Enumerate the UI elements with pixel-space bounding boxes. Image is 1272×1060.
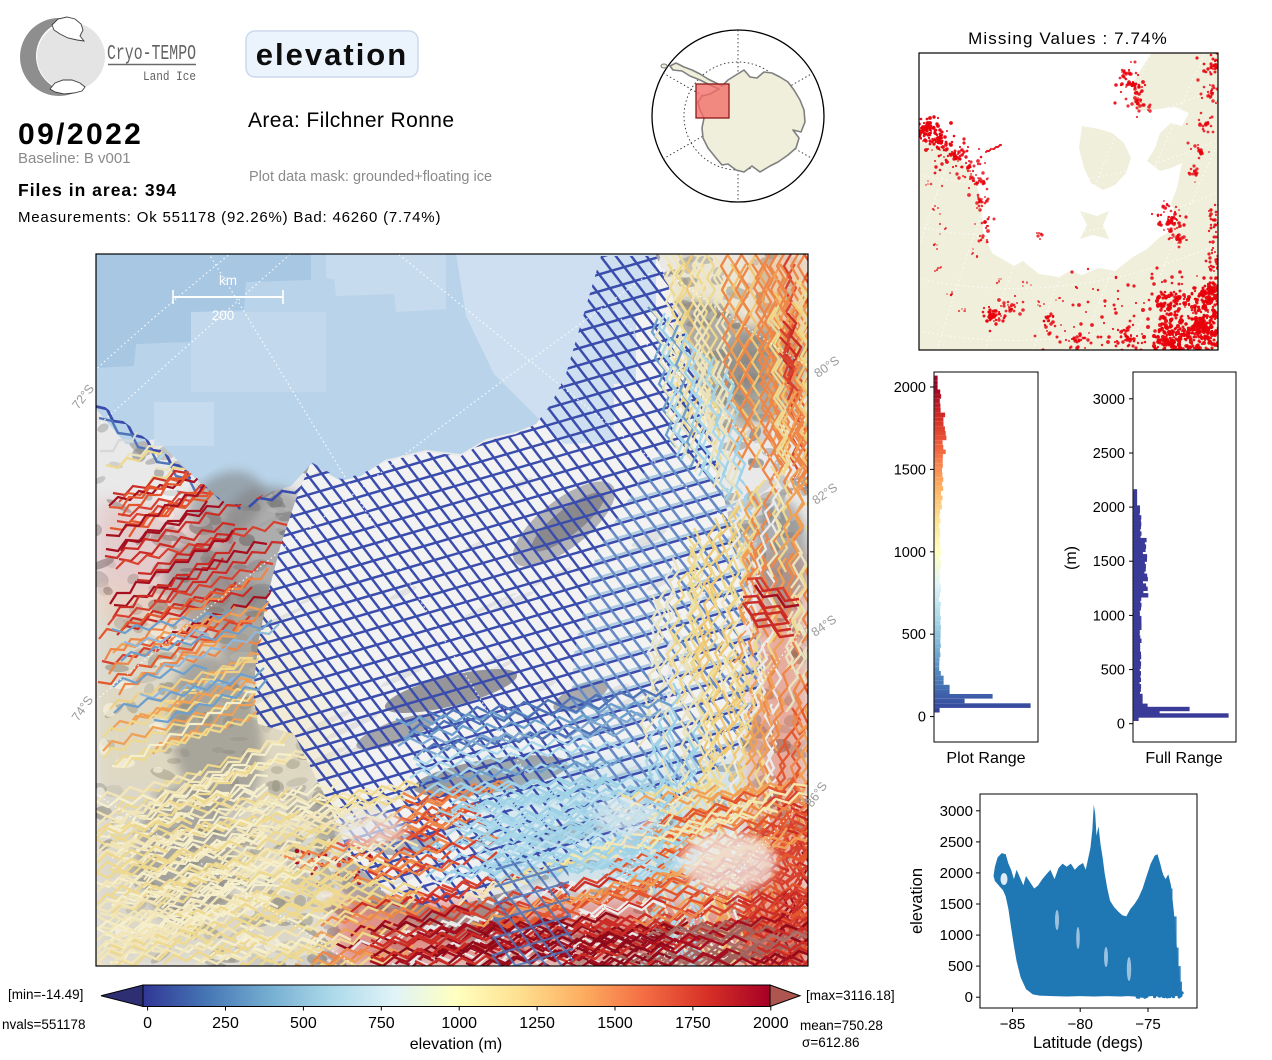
svg-text:0: 0 bbox=[918, 710, 926, 726]
svg-text:−85: −85 bbox=[1000, 1016, 1025, 1033]
svg-text:Baseline: B v001: Baseline: B v001 bbox=[18, 150, 131, 167]
svg-text:0: 0 bbox=[965, 989, 973, 1006]
svg-text:2000: 2000 bbox=[1093, 500, 1125, 516]
svg-text:elevation: elevation bbox=[908, 868, 926, 934]
svg-text:−80: −80 bbox=[1067, 1016, 1092, 1033]
svg-text:Cryo-TEMPO: Cryo-TEMPO bbox=[107, 43, 196, 66]
svg-text:nvals=551178: nvals=551178 bbox=[2, 1017, 85, 1032]
svg-text:1000: 1000 bbox=[940, 927, 973, 944]
svg-text:Plot data mask: grounded+float: Plot data mask: grounded+floating ice bbox=[249, 169, 492, 185]
svg-text:Full Range: Full Range bbox=[1145, 750, 1222, 767]
svg-text:1500: 1500 bbox=[597, 1015, 633, 1032]
svg-text:1750: 1750 bbox=[675, 1015, 711, 1032]
svg-text:72°S: 72°S bbox=[69, 382, 97, 412]
svg-text:2000: 2000 bbox=[894, 380, 926, 396]
svg-text:1500: 1500 bbox=[894, 462, 926, 478]
svg-text:elevation: elevation bbox=[256, 37, 408, 72]
svg-text:1000: 1000 bbox=[894, 545, 926, 561]
svg-text:500: 500 bbox=[948, 958, 973, 975]
svg-text:2000: 2000 bbox=[940, 865, 973, 882]
svg-text:Area: Filchner Ronne: Area: Filchner Ronne bbox=[248, 109, 454, 132]
svg-text:2000: 2000 bbox=[753, 1015, 789, 1032]
svg-text:82°S: 82°S bbox=[810, 480, 840, 507]
svg-text:2500: 2500 bbox=[1093, 446, 1125, 462]
svg-text:500: 500 bbox=[290, 1015, 317, 1032]
svg-text:Plot Range: Plot Range bbox=[946, 750, 1025, 767]
svg-text:1500: 1500 bbox=[940, 896, 973, 913]
svg-text:84°S: 84°S bbox=[809, 612, 839, 639]
svg-text:250: 250 bbox=[212, 1015, 239, 1032]
svg-text:mean=750.28: mean=750.28 bbox=[800, 1018, 883, 1033]
svg-text:0: 0 bbox=[1117, 717, 1125, 733]
svg-text:[max=3116.18]: [max=3116.18] bbox=[806, 988, 895, 1003]
svg-text:1500: 1500 bbox=[1093, 554, 1125, 570]
svg-text:σ=612.86: σ=612.86 bbox=[802, 1035, 860, 1050]
svg-text:1000: 1000 bbox=[441, 1015, 477, 1032]
svg-text:3000: 3000 bbox=[1093, 392, 1125, 408]
svg-text:elevation (m): elevation (m) bbox=[410, 1036, 502, 1053]
svg-text:1250: 1250 bbox=[519, 1015, 555, 1032]
svg-text:[min=-14.49]: [min=-14.49] bbox=[8, 987, 83, 1002]
svg-text:(m): (m) bbox=[1063, 546, 1080, 570]
svg-text:Land Ice: Land Ice bbox=[143, 69, 196, 84]
svg-text:−75: −75 bbox=[1135, 1016, 1160, 1033]
svg-text:200: 200 bbox=[212, 308, 235, 323]
svg-text:74°S: 74°S bbox=[69, 693, 96, 723]
svg-text:500: 500 bbox=[902, 627, 926, 643]
svg-text:Latitude (degs): Latitude (degs) bbox=[1033, 1034, 1143, 1052]
svg-text:3000: 3000 bbox=[940, 803, 973, 820]
svg-text:80°S: 80°S bbox=[812, 353, 842, 380]
svg-text:500: 500 bbox=[1101, 663, 1125, 679]
svg-text:Files in area: 394: Files in area: 394 bbox=[18, 180, 177, 200]
svg-text:0: 0 bbox=[143, 1015, 152, 1032]
svg-text:Missing Values : 7.74%: Missing Values : 7.74% bbox=[968, 29, 1168, 48]
svg-text:1000: 1000 bbox=[1093, 608, 1125, 624]
svg-text:km: km bbox=[219, 273, 237, 288]
svg-text:2500: 2500 bbox=[940, 834, 973, 851]
svg-text:09/2022: 09/2022 bbox=[18, 118, 143, 151]
svg-text:750: 750 bbox=[368, 1015, 395, 1032]
svg-text:Measurements: Ok 551178 (92.26: Measurements: Ok 551178 (92.26%) Bad: 46… bbox=[18, 209, 441, 226]
